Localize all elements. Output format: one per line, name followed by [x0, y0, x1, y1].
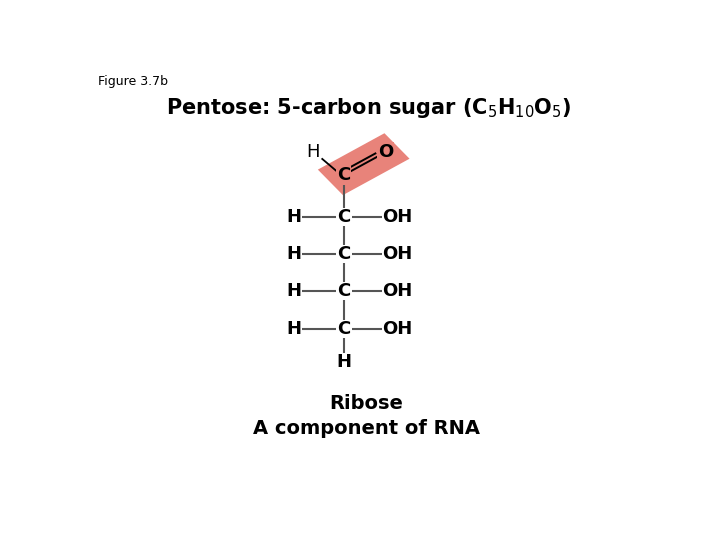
Text: H: H	[286, 320, 301, 338]
Text: O: O	[378, 143, 393, 161]
Polygon shape	[318, 133, 410, 195]
Text: C: C	[337, 166, 351, 184]
Text: A component of RNA: A component of RNA	[253, 419, 480, 438]
Text: H: H	[307, 143, 320, 161]
Text: C: C	[337, 320, 351, 338]
Text: OH: OH	[382, 245, 412, 263]
Text: H: H	[336, 353, 351, 371]
Text: Pentose: 5-carbon sugar (C$_5$H$_{10}$O$_5$): Pentose: 5-carbon sugar (C$_5$H$_{10}$O$…	[166, 97, 572, 120]
Text: OH: OH	[382, 282, 412, 300]
Text: Figure 3.7b: Figure 3.7b	[99, 75, 168, 88]
Text: H: H	[286, 207, 301, 226]
Text: Ribose: Ribose	[329, 394, 403, 413]
Text: H: H	[286, 245, 301, 263]
Text: OH: OH	[382, 320, 412, 338]
Text: H: H	[286, 282, 301, 300]
Text: C: C	[337, 282, 351, 300]
Text: OH: OH	[382, 207, 412, 226]
Text: C: C	[337, 245, 351, 263]
Text: C: C	[337, 207, 351, 226]
